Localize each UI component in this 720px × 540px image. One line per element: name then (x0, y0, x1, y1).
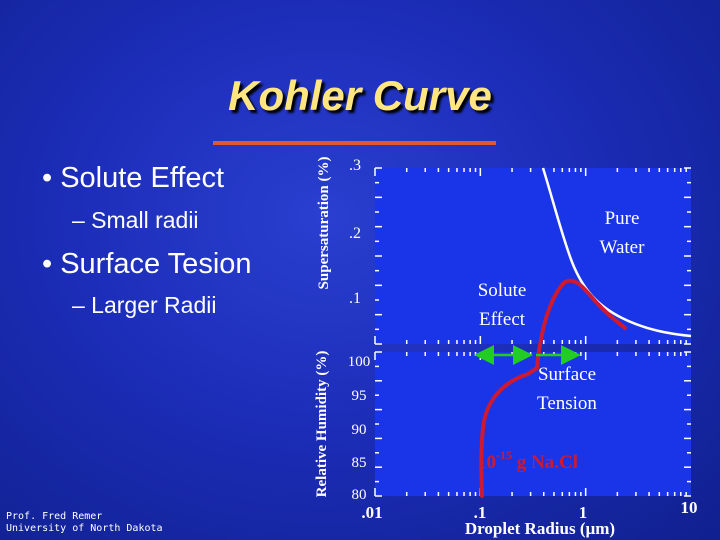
x-tick-label: .1 (474, 503, 487, 522)
bullet-surface-tension: • Surface Tesion (42, 248, 252, 280)
y-tick-label-upper: .2 (349, 225, 361, 242)
y-axis-label-upper: Supersaturation (%) (316, 157, 332, 290)
credit-name: Prof. Fred Remer (6, 511, 103, 522)
axis-ticks (374, 167, 691, 497)
credit-affiliation: University of North Dakota (6, 523, 163, 534)
y-tick-label-lower: 100 (348, 354, 371, 370)
label-pure-water-line1: Pure (605, 208, 640, 229)
nacl-exponent: -15 (496, 448, 512, 462)
y-tick-label-lower: 95 (352, 388, 367, 404)
x-tick-label: 10 (681, 498, 698, 517)
label-nacl: 10-15 g Na.Cl (477, 448, 578, 473)
lower-plot-area (375, 352, 691, 496)
bullet-solute-effect: • Solute Effect (42, 162, 225, 194)
label-pure-water-line2: Water (600, 237, 646, 258)
nacl-rest: g Na.Cl (512, 452, 578, 473)
label-solute-line2: Effect (479, 309, 526, 330)
label-solute-line1: Solute (478, 280, 527, 301)
upper-plot-area (375, 168, 691, 344)
sub-bullet-larger-radii: – Larger Radii (72, 292, 217, 318)
y-axis-label-lower: Relative Humidity (%) (314, 351, 330, 498)
label-surface-line1: Surface (538, 364, 596, 385)
credit: Prof. Fred Remer University of North Dak… (6, 511, 163, 535)
sub-bullet-small-radii: – Small radii (72, 207, 199, 233)
x-axis-label: Droplet Radius (µm) (465, 519, 615, 538)
label-surface-line2: Tension (537, 393, 597, 414)
x-tick-label: 1 (579, 503, 588, 522)
y-tick-label-lower: 80 (352, 487, 367, 503)
solute-nacl-curve (479, 278, 627, 498)
y-tick-label-upper: .3 (349, 157, 361, 174)
y-tick-label-lower: 85 (352, 455, 367, 471)
y-tick-label-lower: 90 (352, 422, 367, 438)
y-tick-label-upper: .1 (349, 290, 361, 307)
title-underline (213, 141, 496, 145)
slide-title: Kohler Curve (228, 72, 492, 119)
nacl-base: 10 (477, 452, 496, 473)
x-tick-label: .01 (361, 503, 382, 522)
